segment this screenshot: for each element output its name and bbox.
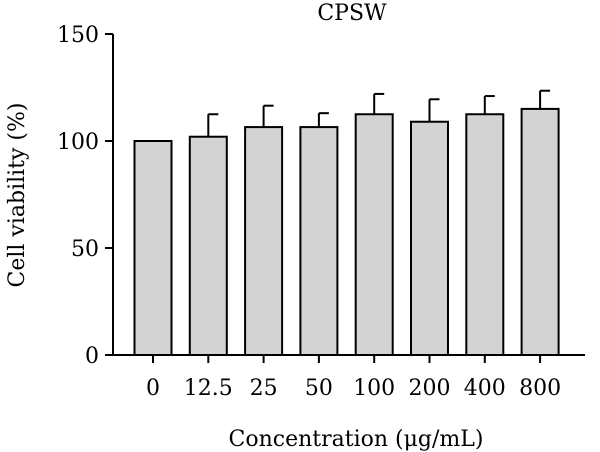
- x-tick-label: 400: [464, 376, 506, 401]
- chart-title: CPSW: [317, 1, 387, 26]
- x-tick-label: 12.5: [184, 376, 233, 401]
- bar: [520, 107, 560, 357]
- y-tick-label: 100: [57, 130, 99, 155]
- x-tick-label: 50: [305, 376, 333, 401]
- y-tick-label: 50: [71, 237, 99, 262]
- bar: [410, 120, 449, 356]
- x-tick-label: 100: [353, 376, 395, 401]
- y-tick-label: 150: [57, 23, 99, 48]
- bar: [299, 126, 339, 356]
- x-axis-label: Concentration (μg/mL): [229, 427, 484, 452]
- x-tick-label: 25: [250, 376, 278, 401]
- bar: [465, 113, 505, 356]
- x-tick-label: 0: [146, 376, 160, 401]
- y-tick-label: 0: [85, 344, 99, 369]
- x-tick-label: 800: [519, 376, 561, 401]
- bar: [188, 135, 228, 356]
- plot-area: 0 50 100 150 0 12.5 25 50 100 200 400 800: [57, 23, 585, 401]
- bar: [133, 140, 173, 356]
- y-axis-label: Cell viability (%): [5, 102, 30, 287]
- x-tick-label: 200: [409, 376, 451, 401]
- bar: [354, 113, 394, 356]
- bar: [244, 126, 284, 356]
